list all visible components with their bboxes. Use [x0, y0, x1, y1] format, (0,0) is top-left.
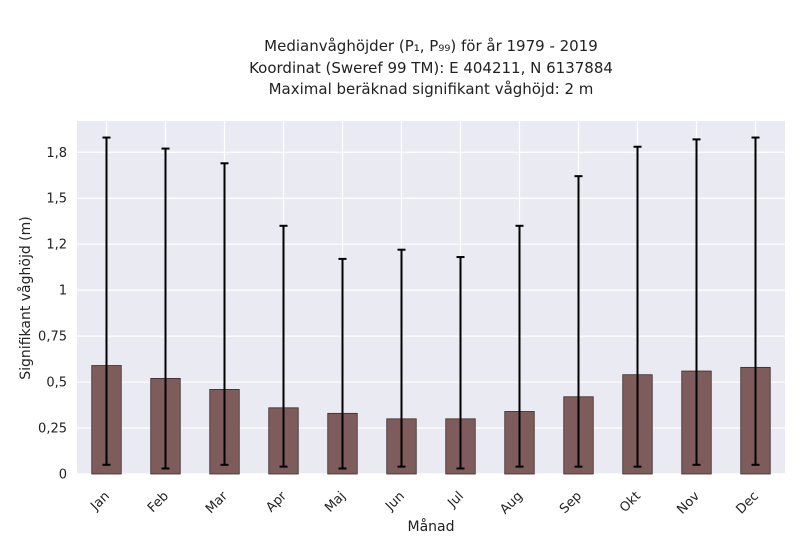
x-tick-label: Mar: [203, 488, 231, 516]
x-tick-label: Nov: [674, 489, 703, 518]
error-bars: [102, 136, 760, 470]
y-axis-ticks: 0 0,25 0,5 0,75 1 1,2 1,5 1,8: [38, 146, 67, 483]
plot-area: [77, 121, 785, 474]
x-tick-label: Feb: [145, 489, 172, 516]
x-axis-ticks: Jan Feb Mar Apr Maj Jun Jul Aug Sep Okt Nov Dec: [87, 488, 761, 517]
x-tick-label: Aug: [497, 489, 526, 518]
y-tick-label: 1: [59, 284, 67, 299]
x-tick-label: Jul: [445, 489, 467, 511]
y-tick-label: 1,2: [46, 238, 67, 253]
x-tick-label: Apr: [263, 488, 290, 515]
y-tick-label: 0,5: [46, 376, 67, 391]
y-tick-label: 0: [59, 468, 67, 483]
y-tick-label: 1,8: [46, 146, 67, 161]
y-tick-label: 0,75: [38, 330, 67, 345]
y-axis-label: Signifikant våghöjd (m): [17, 216, 34, 379]
x-axis-label: Månad: [408, 518, 455, 535]
y-tick-label: 1,5: [46, 192, 67, 207]
x-tick-label: Dec: [734, 489, 762, 517]
x-tick-label: Jun: [382, 489, 408, 515]
y-tick-label: 0,25: [38, 422, 67, 437]
title-line-1: Medianvåghöjder (P₁, P₉₉) för år 1979 - …: [264, 37, 598, 55]
title-line-3: Maximal beräknad signifikant våghöjd: 2 …: [269, 80, 594, 98]
chart-title: Medianvåghöjder (P₁, P₉₉) för år 1979 - …: [249, 37, 613, 98]
x-tick-label: Sep: [557, 489, 585, 517]
x-tick-label: Maj: [322, 489, 349, 516]
x-tick-label: Jan: [87, 489, 112, 514]
x-tick-label: Okt: [617, 489, 644, 516]
title-line-2: Koordinat (Sweref 99 TM): E 404211, N 61…: [249, 59, 613, 77]
